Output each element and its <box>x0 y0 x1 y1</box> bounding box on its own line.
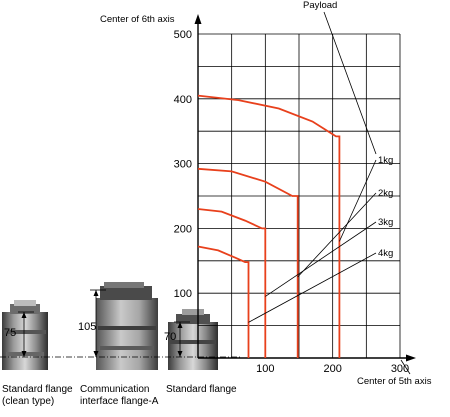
leader-2kg <box>297 192 377 278</box>
series-label-2kg: 2kg <box>378 188 393 199</box>
curve-4kg <box>197 245 250 358</box>
chart-curves <box>197 94 341 358</box>
flange-caption-line: interface flange-A <box>80 396 159 407</box>
y-axis-arrow <box>194 14 202 24</box>
x-axis-arrow <box>406 354 416 362</box>
legend-title: Payload <box>303 0 337 11</box>
y-tick-label: 100 <box>174 288 192 300</box>
payload-leaders <box>248 11 377 323</box>
flange-dimension-arrow <box>21 312 27 318</box>
flange-communication-image <box>96 282 158 370</box>
y-tick-label: 400 <box>174 94 192 106</box>
legend-title-leader <box>323 11 377 155</box>
series-label-4kg: 4kg <box>378 248 393 259</box>
curve-2kg <box>197 167 299 358</box>
leader-1kg <box>339 159 377 242</box>
y-tick-label: 300 <box>174 159 192 171</box>
leader-4kg <box>248 252 377 323</box>
flange-dimension-arrow <box>93 351 99 357</box>
series-label-1kg: 1kg <box>378 155 393 166</box>
flange-dimension-arrow <box>177 322 183 328</box>
y-tick-label: 200 <box>174 223 192 235</box>
leader-3kg <box>265 221 377 297</box>
flange-caption: Standard flange <box>166 384 237 395</box>
flange-dimension-arrow <box>21 351 27 357</box>
x-tick-label: 100 <box>256 363 274 375</box>
flange-dimension-value: 105 <box>78 321 96 333</box>
y-tick-label: 500 <box>174 29 192 41</box>
series-label-3kg: 3kg <box>378 217 393 228</box>
curve-1kg <box>197 94 341 358</box>
y-axis-label: Center of 6th axis <box>100 14 175 25</box>
chart-axes <box>194 14 416 362</box>
flange-caption: Standard flange (clean type) <box>2 384 73 407</box>
flange-standard-image <box>168 309 218 370</box>
flange-dimensions <box>0 289 240 358</box>
flange-caption-line: (clean type) <box>2 396 54 407</box>
flange-caption-line: Standard flange <box>2 384 73 395</box>
flange-dimension-value: 75 <box>4 327 16 339</box>
x-axis-label: Center of 5th axis <box>357 376 432 387</box>
flange-dimension-arrow <box>93 290 99 296</box>
x-axis-label-leader <box>400 359 411 375</box>
flange-caption-line: Standard flange <box>166 384 237 395</box>
chart-grid <box>198 33 401 358</box>
flange-dimension-arrow <box>177 351 183 357</box>
curve-3kg <box>197 208 267 358</box>
x-tick-label: 200 <box>323 363 341 375</box>
flange-caption: Communication interface flange-A <box>80 384 159 407</box>
flange-dimension-value: 70 <box>164 331 176 343</box>
flange-caption-line: Communication <box>80 384 149 395</box>
